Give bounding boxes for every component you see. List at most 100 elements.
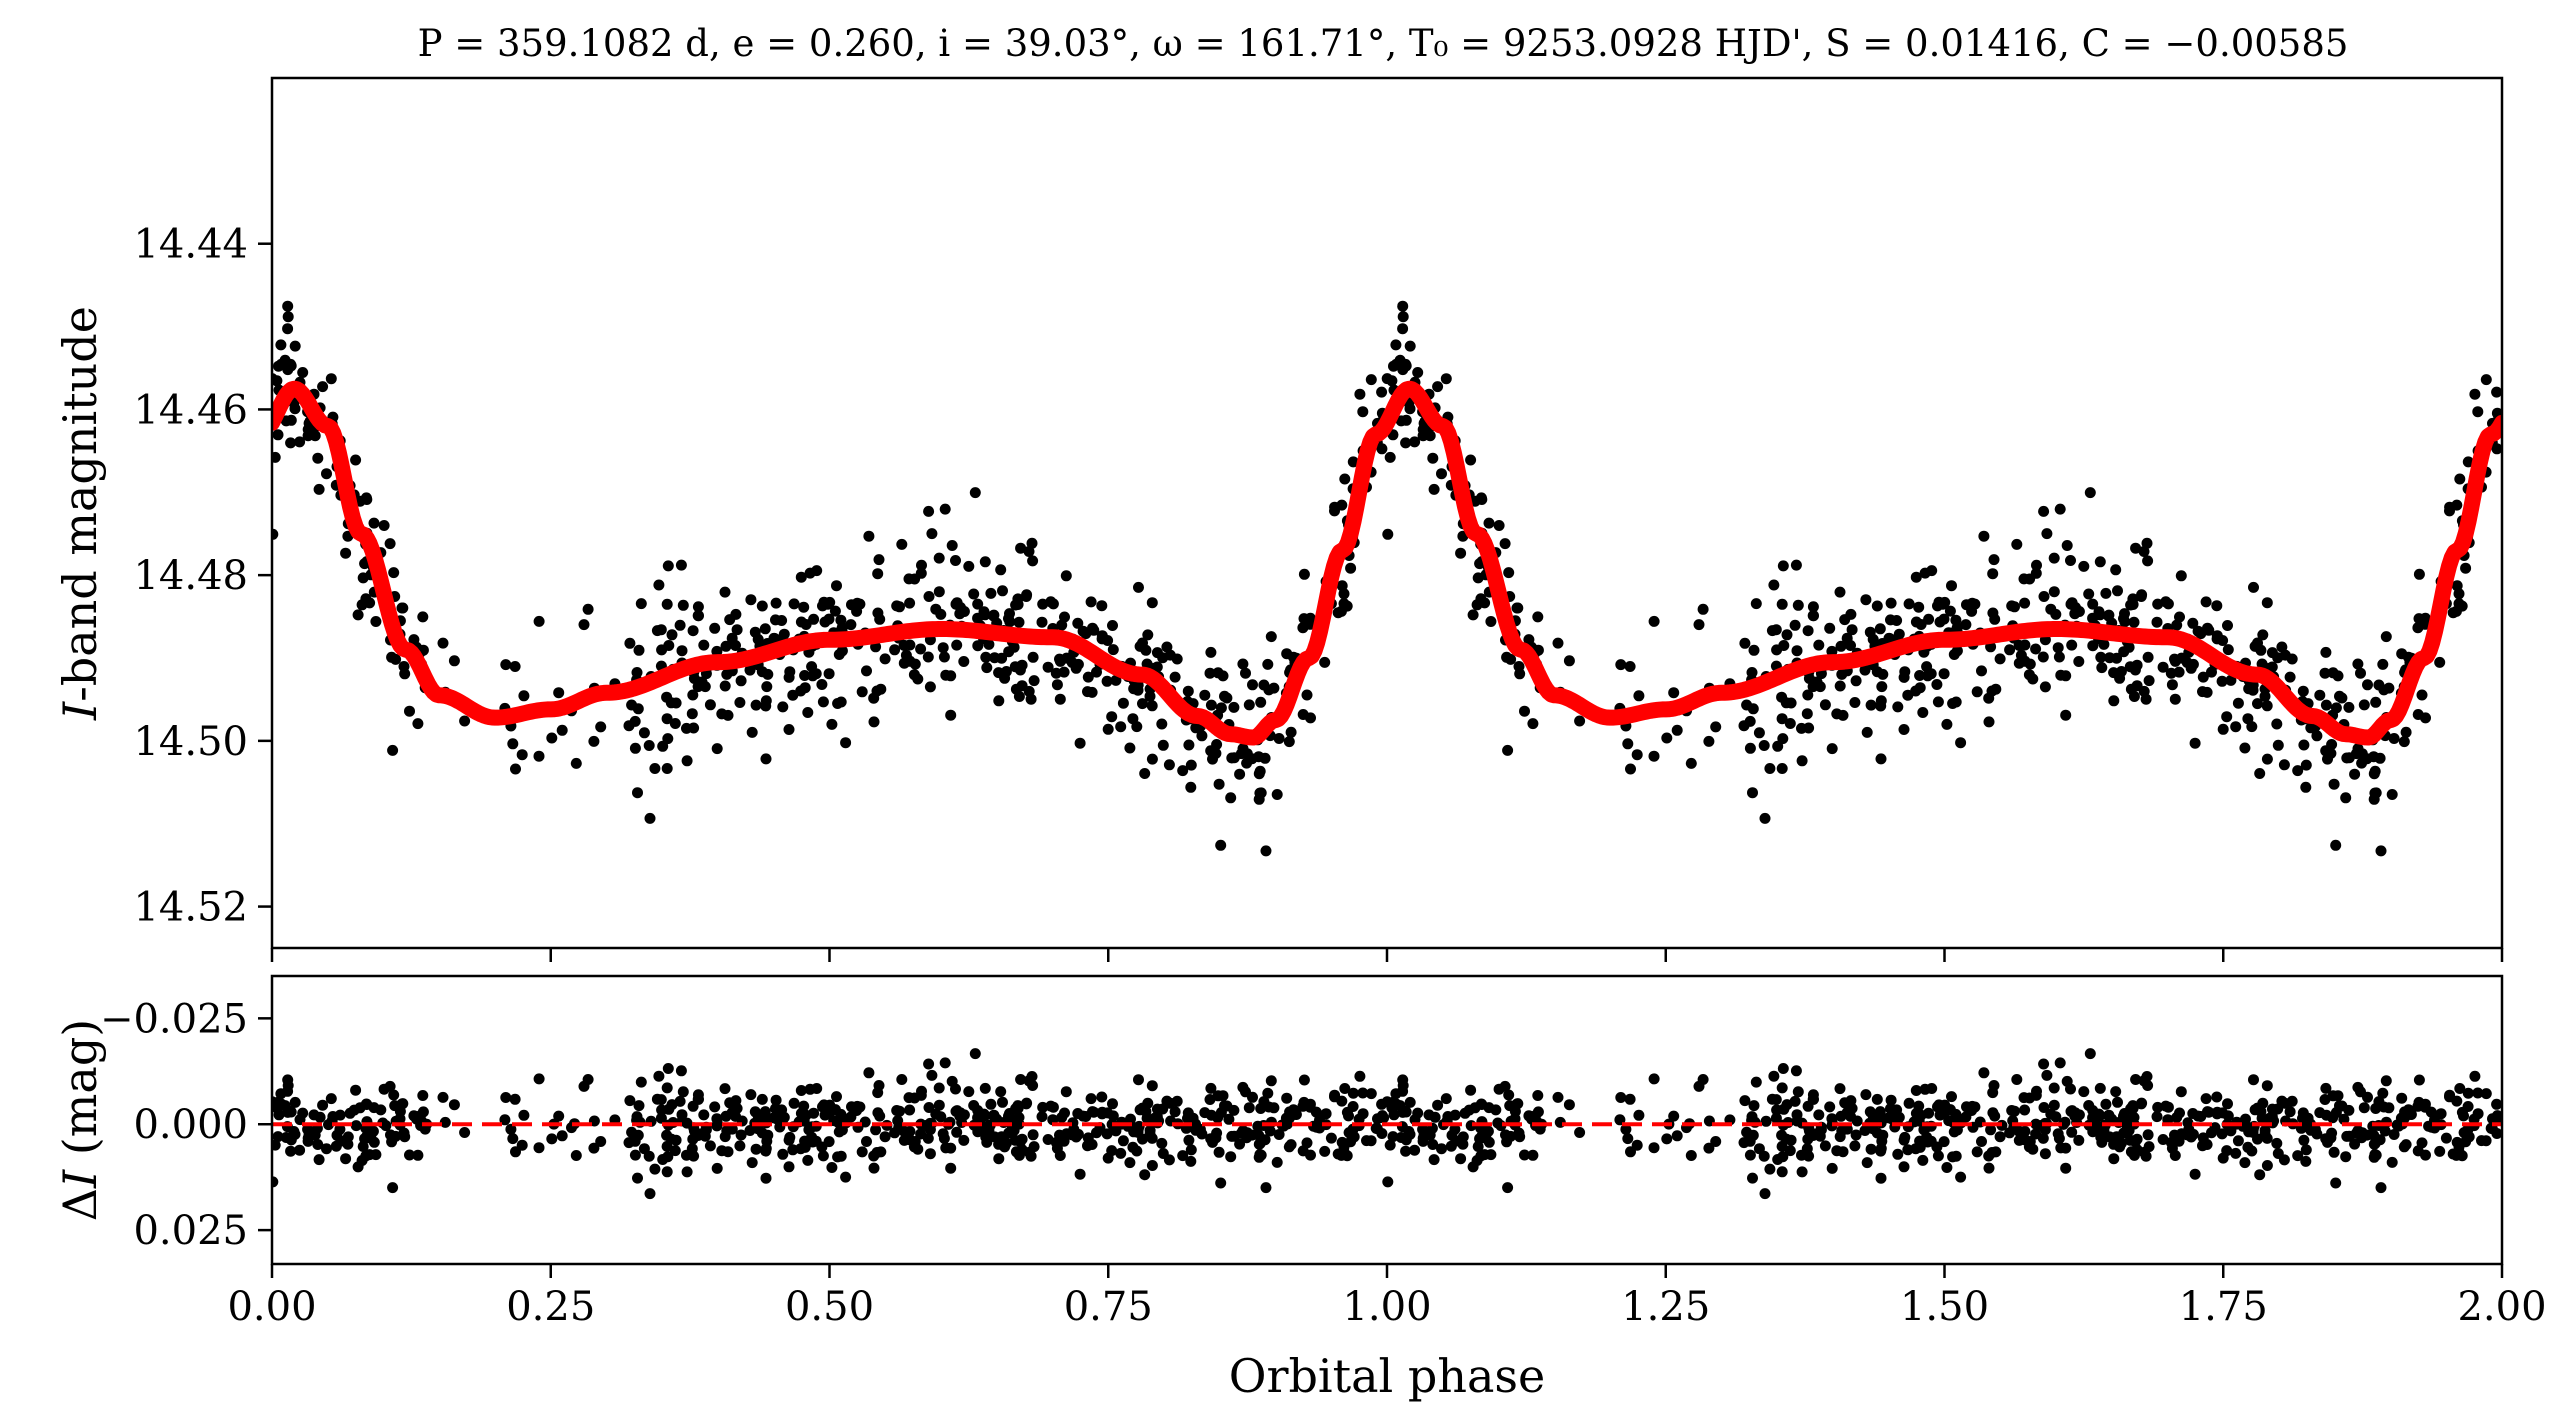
observation-point <box>1808 610 1819 622</box>
observation-point <box>1047 598 1059 610</box>
observation-point <box>2152 598 2164 610</box>
observation-point <box>1059 611 1070 623</box>
residual-point <box>1790 1065 1802 1077</box>
observation-point <box>309 430 321 442</box>
observation-point <box>1648 750 1660 762</box>
observation-point <box>578 619 590 631</box>
observation-point <box>2100 587 2112 599</box>
residual-point <box>1483 1102 1495 1114</box>
residual-point <box>2189 1168 2201 1180</box>
observation-point <box>1671 724 1683 736</box>
residual-point <box>1304 1098 1316 1110</box>
observation-point <box>1764 763 1776 774</box>
observation-point <box>2098 638 2110 650</box>
observation-point <box>556 724 568 736</box>
residual-point <box>588 1142 600 1154</box>
observation-point <box>312 452 324 464</box>
residual-point <box>2261 1160 2273 1171</box>
residual-point <box>2391 1119 2403 1131</box>
residual-point <box>2222 1098 2233 1110</box>
observation-point <box>1008 641 1020 653</box>
observation-point <box>1241 757 1253 769</box>
residual-point <box>1994 1131 2006 1143</box>
residual-point <box>756 1093 768 1105</box>
observation-point <box>719 586 731 598</box>
observation-point <box>1283 736 1295 748</box>
observation-point <box>677 599 689 611</box>
observation-point <box>1207 753 1218 765</box>
residual-point <box>1791 1109 1803 1121</box>
residual-point <box>1258 1096 1270 1108</box>
residual-point <box>439 1116 451 1128</box>
residual-point <box>2175 1086 2187 1098</box>
residual-point <box>856 1146 868 1158</box>
residual-point <box>2038 1058 2050 1070</box>
residual-point <box>663 1103 675 1115</box>
residual-point <box>1357 1108 1369 1120</box>
residual-point <box>518 1109 530 1121</box>
observation-point <box>1527 718 1539 730</box>
observation-point <box>1107 620 1118 631</box>
residual-point <box>344 1107 356 1119</box>
observation-point <box>2400 726 2412 738</box>
observation-point <box>1615 659 1627 671</box>
residual-point <box>387 1182 399 1194</box>
observation-point <box>1042 661 1054 673</box>
observation-point <box>1770 624 1782 636</box>
residual-point <box>1861 1157 1873 1169</box>
observation-point <box>317 381 329 393</box>
residual-point <box>2338 1113 2350 1125</box>
observation-point <box>698 639 710 651</box>
observation-point <box>1772 740 1784 752</box>
observation-point <box>770 597 782 609</box>
observation-point <box>1228 701 1240 713</box>
observation-point <box>1253 751 1265 763</box>
residual-point <box>2006 1105 2018 1116</box>
residual-point <box>969 1048 981 1060</box>
residual-point <box>1060 1086 1072 1098</box>
residual-point <box>649 1163 661 1175</box>
residual-point <box>1615 1092 1627 1103</box>
residual-point <box>1939 1099 1951 1111</box>
residual-point <box>2065 1083 2076 1095</box>
observation-point <box>958 656 970 667</box>
observation-point <box>2055 669 2067 681</box>
observation-point <box>2019 597 2031 609</box>
observation-point <box>968 588 980 600</box>
observation-point <box>2004 644 2016 656</box>
residual-point <box>2398 1141 2410 1153</box>
observation-point <box>1025 693 1037 705</box>
observation-point <box>1738 720 1750 732</box>
residual-point <box>2216 1128 2228 1140</box>
residual-point <box>1161 1095 1173 1107</box>
residual-point <box>1325 1132 1337 1144</box>
observation-point <box>653 579 665 591</box>
top-axes-frame <box>270 76 2504 950</box>
residual-point <box>2123 1125 2135 1136</box>
residual-point <box>570 1150 582 1161</box>
residual-point <box>1796 1149 1807 1161</box>
residual-point <box>1622 1133 1634 1145</box>
observation-point <box>448 655 460 667</box>
observation-point <box>996 652 1008 664</box>
observation-point <box>1950 696 1962 708</box>
observation-point <box>2061 540 2073 551</box>
observation-point <box>1281 648 1293 660</box>
observation-point <box>762 668 774 680</box>
residual-point <box>746 1157 758 1169</box>
residual-point <box>499 1114 511 1126</box>
observation-point <box>570 757 582 769</box>
observation-point <box>2222 620 2233 631</box>
observation-point <box>282 323 294 335</box>
residual-point <box>2211 1091 2223 1103</box>
observation-point <box>282 311 294 323</box>
residual-point <box>762 1129 774 1141</box>
residual-point <box>698 1109 710 1121</box>
observation-point <box>2297 685 2309 697</box>
observation-point <box>1891 615 1903 626</box>
observation-point <box>2254 768 2266 779</box>
residual-point <box>1910 1085 1922 1096</box>
residual-point <box>2440 1132 2452 1144</box>
residual-point <box>879 1131 891 1143</box>
observation-point <box>2187 617 2199 629</box>
